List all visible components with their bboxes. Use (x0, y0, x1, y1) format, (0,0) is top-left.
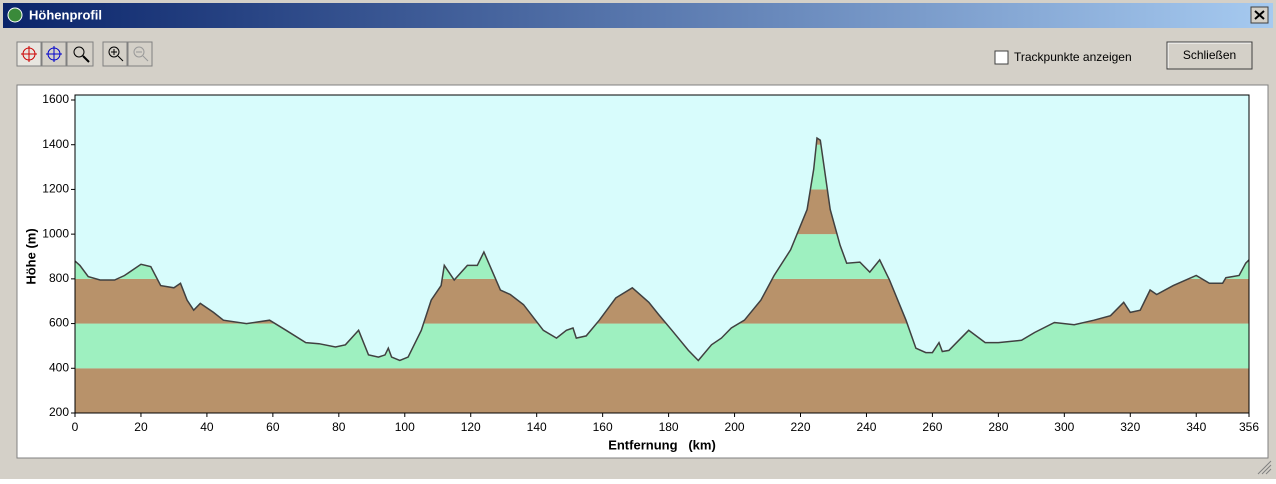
y-tick-label: 800 (49, 271, 69, 285)
y-axis-label: Höhe (m) (23, 228, 38, 284)
checkbox-label: Trackpunkte anzeigen (1014, 50, 1132, 64)
x-tick-label: 100 (395, 420, 415, 434)
x-tick-label: 40 (200, 420, 214, 434)
x-tick-label: 180 (659, 420, 679, 434)
x-tick-label: 300 (1054, 420, 1074, 434)
y-tick-label: 1200 (42, 182, 69, 196)
elevation-line (74, 136, 1250, 362)
app-icon (7, 7, 23, 23)
y-tick-label: 600 (49, 316, 69, 330)
elevation-band (75, 368, 1249, 413)
checkbox[interactable] (994, 50, 1009, 65)
x-axis-label: Entfernung (km) (608, 437, 716, 452)
chart: 200 400 600 800 1000 1200 1400 1600 0 20 40 60 80 100… (23, 92, 1259, 452)
x-tick-label: 240 (856, 420, 876, 434)
x-tick-label: 140 (527, 420, 547, 434)
y-tick-label: 400 (49, 360, 69, 374)
x-tick-label: 280 (988, 420, 1008, 434)
tool-zoom-in[interactable] (102, 41, 128, 67)
x-tick-label: 220 (790, 420, 810, 434)
x-tick-label: 340 (1186, 420, 1206, 434)
y-tick-label: 1600 (42, 92, 69, 106)
tool-zoom-select[interactable] (66, 41, 94, 67)
x-tick-label: 320 (1120, 420, 1140, 434)
x-tick-label: 260 (922, 420, 942, 434)
title-bar (3, 3, 1273, 28)
x-tick-label: 20 (134, 420, 148, 434)
resize-grip (1257, 460, 1272, 475)
x-tick-label: 356 (1239, 420, 1259, 434)
x-tick-label: 80 (332, 420, 346, 434)
y-tick-label: 1400 (42, 137, 69, 151)
toolbar (16, 41, 153, 67)
tool-crosshair-blue[interactable] (41, 41, 67, 67)
plot-border (74, 94, 1250, 414)
x-tick-label: 120 (461, 420, 481, 434)
window-title: Höhenprofil (29, 7, 102, 22)
y-tick-label: 200 (49, 405, 69, 419)
close-dialog-label: Schließen (1183, 48, 1236, 62)
tool-crosshair-red[interactable] (16, 41, 42, 67)
close-button[interactable] (1250, 6, 1269, 24)
elevation-band (75, 323, 1249, 369)
close-dialog-button[interactable] (1166, 41, 1253, 70)
y-tick-label: 1000 (42, 226, 69, 240)
x-tick-label: 60 (266, 420, 280, 434)
x-tick-label: 200 (725, 420, 745, 434)
x-tick-label: 0 (72, 420, 79, 434)
x-tick-label: 160 (593, 420, 613, 434)
tool-zoom-out[interactable] (127, 41, 153, 67)
